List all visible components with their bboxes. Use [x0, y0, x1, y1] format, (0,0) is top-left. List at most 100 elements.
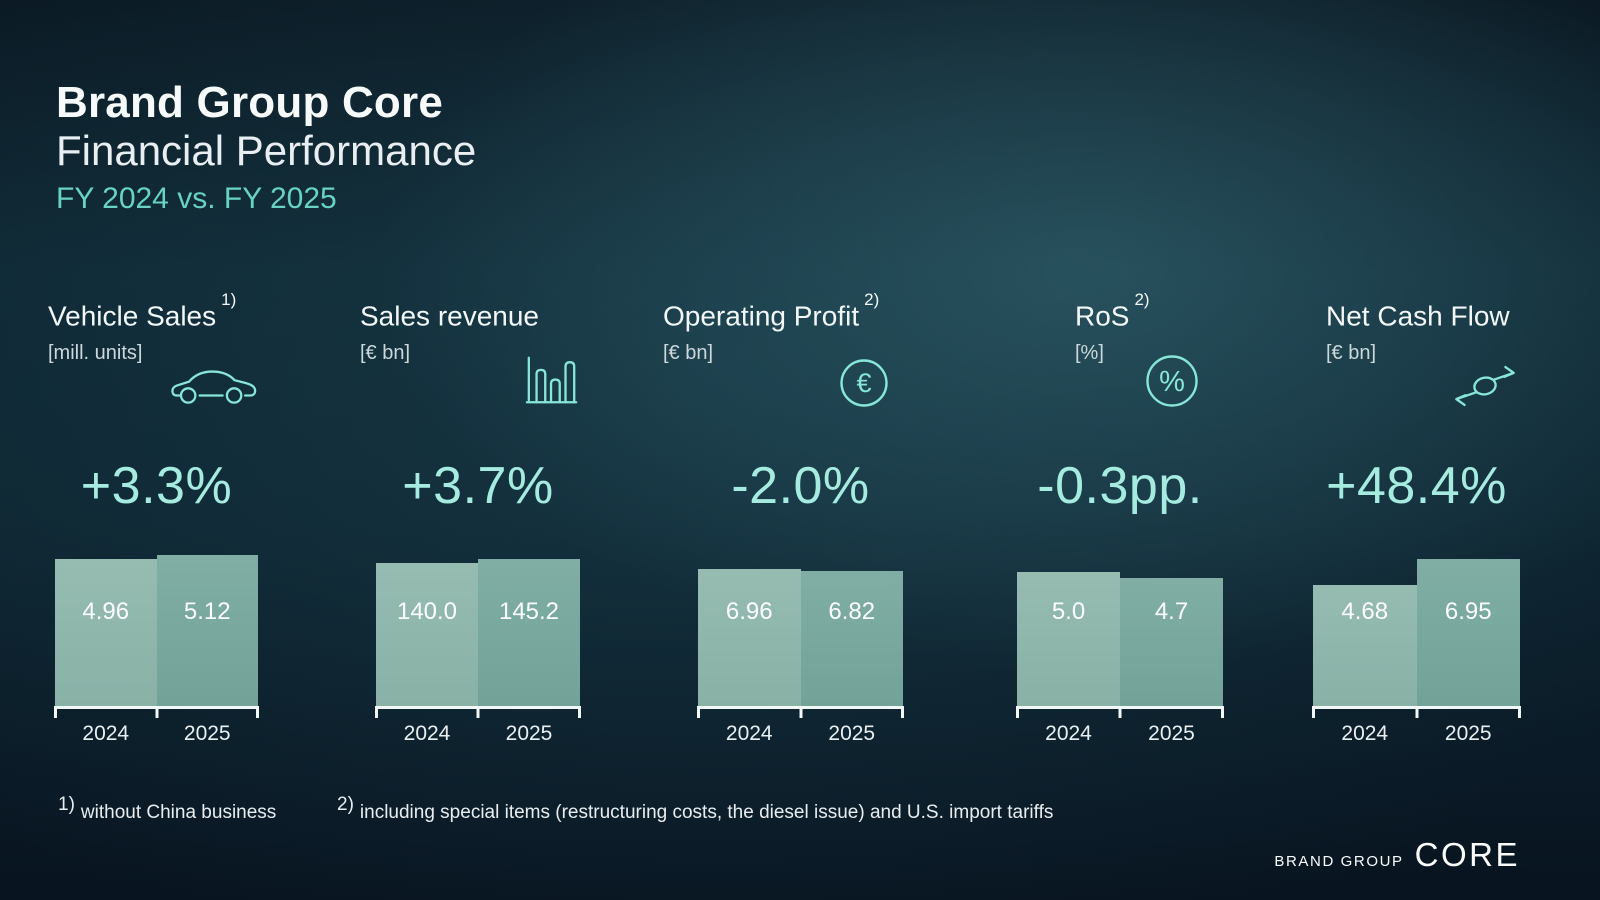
kpi-bar-chart: 5.0 4.7 2024 2025 — [1016, 544, 1224, 745]
kpi-header: Sales revenue [€ bn] — [360, 300, 544, 365]
kpi-title: Sales revenue — [360, 300, 544, 332]
axis-tick — [54, 707, 57, 718]
kpi-header: Vehicle Sales1) [mill. units] — [48, 290, 236, 365]
bar-value-labels: 5.0 4.7 — [1017, 598, 1223, 626]
kpi-title-text: Operating Profit — [663, 300, 860, 332]
axis-tick — [1312, 707, 1315, 718]
car-icon — [170, 352, 258, 408]
kpi-title-text: Vehicle Sales — [48, 300, 217, 332]
x-axis — [697, 706, 904, 718]
kpi-title-text: Net Cash Flow — [1326, 300, 1510, 332]
kpi-delta: +48.4% — [1326, 457, 1507, 515]
bar-chart-icon — [524, 352, 580, 408]
bar-2025 — [156, 555, 258, 706]
bar-value-2024: 4.96 — [82, 598, 130, 625]
axis-tick — [578, 707, 581, 718]
x-tick-label-2025: 2025 — [828, 722, 876, 745]
x-tick-label-2024: 2024 — [1045, 722, 1092, 745]
kpi-title: Operating Profit2) — [663, 290, 879, 332]
brand-logo: BRAND GROUP CORE — [1274, 836, 1520, 874]
axis-tick — [1016, 707, 1019, 718]
x-axis — [1016, 706, 1224, 718]
x-axis — [375, 706, 581, 718]
kpi-delta: -2.0% — [731, 457, 870, 515]
bar-value-2024: 5.0 — [1051, 598, 1086, 625]
footnote-1: 1) without China business — [58, 794, 277, 824]
kpi-title: Net Cash Flow — [1326, 300, 1515, 332]
kpi-unit: [€ bn] — [1326, 342, 1377, 365]
kpi-unit: [%] — [1075, 342, 1104, 365]
kpi-header: Operating Profit2) [€ bn] — [663, 290, 879, 365]
bar-value-2025: 6.82 — [828, 598, 876, 625]
kpi-title-text: RoS — [1075, 300, 1130, 332]
x-tick-label-2025: 2025 — [505, 722, 553, 745]
slide-period: FY 2024 vs. FY 2025 — [56, 181, 337, 215]
kpi-title: RoS2) — [1075, 290, 1150, 332]
axis-tick — [1221, 707, 1224, 718]
swap-arrows-icon — [1450, 352, 1520, 408]
bar-2025 — [478, 559, 580, 706]
kpi-card-sales-revenue: Sales revenue [€ bn] +3.7% 140.0 145.2 2… — [360, 300, 581, 770]
axis-tick — [155, 707, 158, 718]
x-tick-labels: 2024 2025 — [698, 722, 903, 746]
kpi-delta: +3.7% — [402, 457, 554, 515]
axis-tick — [799, 707, 802, 718]
kpi-card-operating-profit: Operating Profit2) [€ bn] € -2.0% 6.96 6… — [663, 290, 904, 770]
footnote-ref: 2) — [337, 794, 354, 815]
x-tick-label-2024: 2024 — [82, 722, 130, 745]
footnote-ref: 2) — [1134, 290, 1150, 309]
kpi-header: RoS2) [%] — [1075, 290, 1150, 365]
kpi-bar-chart: 4.96 5.12 2024 2025 — [54, 544, 259, 745]
kpi-card-net-cash-flow: Net Cash Flow [€ bn] +48.4% 4.68 6.95 20… — [1312, 300, 1521, 770]
percent-icon: % — [1145, 352, 1199, 408]
bar-value-2025: 6.95 — [1444, 598, 1492, 625]
bar-value-2024: 6.96 — [725, 598, 773, 625]
bar-value-2025: 4.7 — [1154, 598, 1189, 625]
logo-brand-text: BRAND GROUP — [1274, 853, 1404, 870]
kpi-title-text: Sales revenue — [360, 300, 540, 332]
kpi-card-ros: RoS2) [%] % -0.3pp. 5.0 4.7 2024 2025 — [1016, 290, 1224, 770]
svg-text:€: € — [856, 368, 871, 398]
svg-text:%: % — [1159, 366, 1185, 398]
bar-2025 — [1120, 578, 1223, 706]
bar-value-labels: 140.0 145.2 — [376, 598, 580, 626]
footnote-text: without China business — [80, 802, 277, 823]
bar-2024 — [55, 559, 157, 706]
x-tick-labels: 2024 2025 — [1313, 722, 1520, 746]
kpi-title: Vehicle Sales1) — [48, 290, 236, 332]
bar-value-labels: 6.96 6.82 — [698, 598, 903, 626]
kpi-bar-chart: 140.0 145.2 2024 2025 — [375, 544, 581, 745]
axis-tick — [697, 707, 700, 718]
x-axis — [1312, 706, 1521, 718]
bar-value-2025: 5.12 — [183, 598, 231, 625]
axis-tick — [476, 707, 480, 718]
kpi-unit: [mill. units] — [48, 342, 143, 365]
x-tick-labels: 2024 2025 — [55, 722, 258, 746]
kpi-unit: [€ bn] — [360, 342, 411, 365]
kpi-header: Net Cash Flow [€ bn] — [1326, 300, 1515, 365]
bar-value-2024: 4.68 — [1341, 598, 1389, 625]
x-tick-label-2024: 2024 — [725, 722, 773, 745]
bar-value-labels: 4.68 6.95 — [1313, 598, 1520, 626]
axis-tick — [1518, 707, 1521, 718]
logo-core-text: CORE — [1414, 836, 1520, 873]
x-tick-label-2025: 2025 — [1444, 722, 1492, 745]
slide-subtitle: Financial Performance — [56, 127, 477, 175]
axis-tick — [256, 707, 259, 718]
kpi-bar-chart: 4.68 6.95 2024 2025 — [1312, 544, 1521, 745]
x-tick-label-2025: 2025 — [1148, 722, 1195, 745]
x-axis — [54, 706, 259, 718]
axis-tick — [1415, 707, 1418, 718]
x-tick-label-2025: 2025 — [183, 722, 231, 745]
x-tick-labels: 2024 2025 — [1017, 722, 1223, 746]
x-tick-label-2024: 2024 — [403, 722, 451, 745]
bar-2024 — [376, 562, 478, 706]
slide-title: Brand Group Core — [56, 78, 443, 127]
axis-tick — [901, 707, 904, 718]
euro-icon: € — [839, 352, 889, 408]
footnote-text: including special items (restructuring c… — [359, 802, 1054, 823]
bar-2024 — [1313, 585, 1417, 706]
bar-value-labels: 4.96 5.12 — [55, 598, 258, 626]
kpi-delta: -0.3pp. — [1037, 457, 1203, 515]
